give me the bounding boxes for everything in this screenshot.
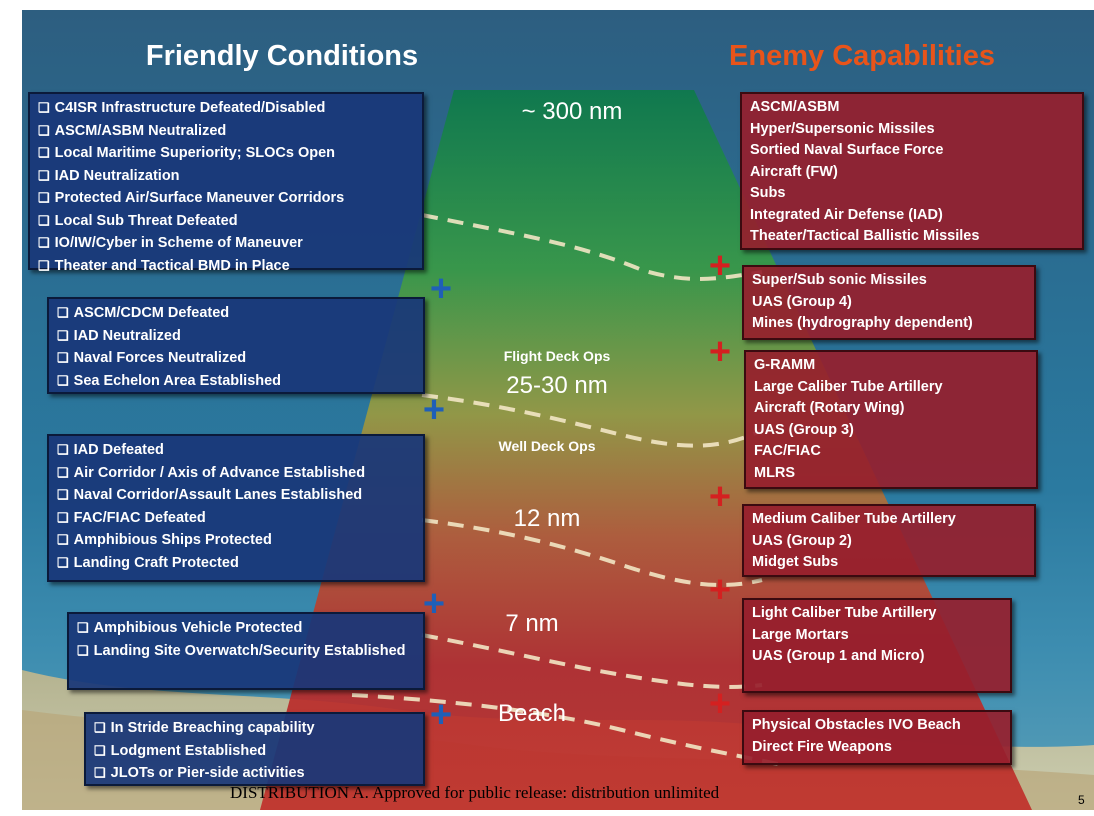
list-item: Landing Site Overwatch/Security Establis… [77,640,415,663]
flight-deck-ops-label: Flight Deck Ops [503,348,611,364]
list-item: UAS (Group 4) [752,293,852,310]
well-deck-ops-label: Well Deck Ops [498,438,596,454]
list-item: UAS (Group 1 and Micro) [752,648,925,664]
friendly-box-7nm: Amphibious Vehicle Protected Landing Sit… [67,612,425,690]
list-item: G-RAMM [754,357,816,373]
friendly-box-300nm: C4ISR Infrastructure Defeated/Disabled A… [28,92,424,274]
plus-icon: + [708,245,732,287]
plus-icon: + [708,476,732,518]
enemy-box-25-30nm: Super/Sub sonic Missiles UAS (Group 4) M… [742,265,1036,340]
friendly-box-beach: In Stride Breaching capability Lodgment … [84,712,425,786]
plus-icon: + [429,268,453,310]
list-item: ASCM/CDCM Defeated [57,302,415,325]
friendly-box-25-30nm: ASCM/CDCM Defeated IAD Neutralized Naval… [47,297,425,394]
list-item: C4ISR Infrastructure Defeated/Disabled [38,97,414,120]
list-item: Aircraft (Rotary Wing) [754,400,905,416]
range-label-beach: Beach [497,700,567,727]
enemy-box-12nm: Medium Caliber Tube Artillery UAS (Group… [742,504,1036,577]
range-label-25-30nm: 25-30 nm [506,372,608,399]
list-item: Landing Craft Protected [57,552,415,575]
list-item: Theater and Tactical BMD in Place [38,255,414,278]
list-item: Air Corridor / Axis of Advance Establish… [57,462,415,485]
list-item: Sea Echelon Area Established [57,370,415,393]
plus-icon: + [708,569,732,611]
enemy-box-300nm: ASCM/ASBM Hyper/Supersonic Missiles Sort… [740,92,1084,250]
list-item: IAD Neutralization [38,165,414,188]
list-item: IO/IW/Cyber in Scheme of Maneuver [38,232,414,255]
list-item: ASCM/ASBM Neutralized [38,120,414,143]
range-label-7nm: 7 nm [505,610,559,637]
list-item: Medium Caliber Tube Artillery [752,511,956,527]
plus-icon: + [422,583,446,625]
list-item: IAD Defeated [57,439,415,462]
list-item: Aircraft (FW) [750,163,838,180]
list-item: Light Caliber Tube Artillery [752,605,937,621]
list-item: Amphibious Vehicle Protected [77,617,415,640]
plus-icon: + [422,389,446,431]
list-item: Subs [750,185,786,201]
enemy-box-beach: Physical Obstacles IVO Beach Direct Fire… [742,710,1012,765]
enemy-box-7nm: Light Caliber Tube Artillery Large Morta… [742,598,1012,693]
slide: Friendly Conditions Enemy Capabilities ~… [22,10,1094,810]
list-item: Physical Obstacles IVO Beach [752,717,961,733]
plus-icon: + [708,331,732,373]
list-item: Local Maritime Superiority; SLOCs Open [38,142,414,165]
list-item: Mines (hydrography dependent) [752,315,973,331]
list-item: In Stride Breaching capability [94,717,415,740]
list-item: UAS (Group 2) [752,532,852,549]
range-label-300nm: ~ 300 nm [521,98,623,125]
enemy-box-rotary: G-RAMM Large Caliber Tube Artillery Airc… [744,350,1038,489]
list-item: Naval Corridor/Assault Lanes Established [57,484,415,507]
list-item: Sortied Naval Surface Force [750,142,944,158]
list-item: Protected Air/Surface Maneuver Corridors [38,187,414,210]
list-item: Local Sub Threat Defeated [38,210,414,233]
page-number: 5 [1078,793,1085,807]
range-label-12nm: 12 nm [513,505,581,532]
list-item: Integrated Air Defense (IAD) [750,206,943,223]
distribution-statement: DISTRIBUTION A. Approved for public rele… [230,783,720,802]
list-item: IAD Neutralized [57,325,415,348]
list-item: Lodgment Established [94,740,415,763]
list-item: FAC/FIAC [754,443,821,459]
list-item: Theater/Tactical Ballistic Missiles [750,228,980,244]
list-item: ASCM/ASBM [750,99,840,115]
list-item: Large Caliber Tube Artillery [754,378,943,395]
list-item: Naval Forces Neutralized [57,347,415,370]
plus-icon: + [429,694,453,736]
list-item: Large Mortars [752,626,849,643]
friendly-conditions-title: Friendly Conditions [145,40,419,72]
list-item: JLOTs or Pier-side activities [94,762,415,785]
list-item: Direct Fire Weapons [752,738,892,755]
list-item: Amphibious Ships Protected [57,529,415,552]
list-item: UAS (Group 3) [754,421,854,438]
list-item: Midget Subs [752,554,839,570]
list-item: Hyper/Supersonic Missiles [750,120,935,137]
plus-icon: + [708,683,732,725]
enemy-capabilities-title: Enemy Capabilities [729,40,995,72]
list-item: FAC/FIAC Defeated [57,507,415,530]
list-item: Super/Sub sonic Missiles [752,272,927,288]
list-item: MLRS [754,464,796,481]
friendly-box-12nm: IAD Defeated Air Corridor / Axis of Adva… [47,434,425,582]
